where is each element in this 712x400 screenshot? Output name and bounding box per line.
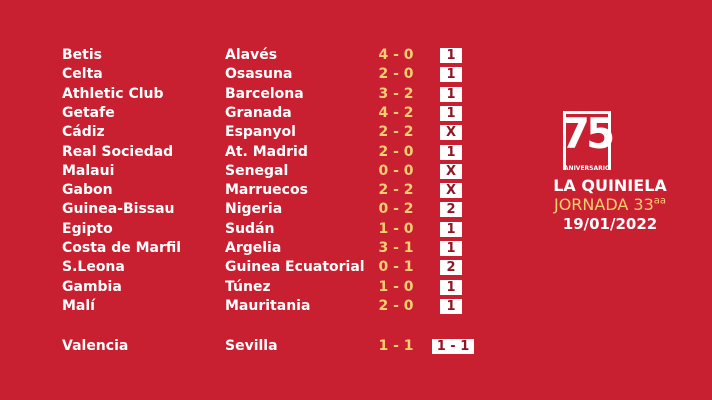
home-team: Celta [62, 66, 103, 83]
result-sign: 1 [440, 144, 462, 160]
match-score: 1 - 0 [378, 278, 414, 295]
match-row: S.Leona Guinea Ecuatorial 0 - 1 2 [0, 258, 520, 277]
home-team: Gabon [62, 182, 113, 199]
jornada-text: JORNADA 33 [553, 195, 654, 214]
anniversary-logo-subtitle: ANIVERSARIO [563, 165, 611, 172]
away-team: Sudán [225, 220, 275, 237]
match-score: 2 - 0 [378, 66, 414, 83]
away-team: Mauritania [225, 297, 311, 314]
home-team: Malaui [62, 162, 115, 179]
match-score: 3 - 2 [378, 85, 414, 102]
quiniela-title: LA QUINIELA [553, 176, 667, 195]
result-sign: 2 [440, 260, 462, 276]
home-team: Malí [62, 297, 95, 314]
match-row: Guinea-Bissau Nigeria 0 - 2 2 [0, 200, 520, 219]
result-sign: X [440, 125, 462, 141]
match-score: 2 - 2 [378, 124, 414, 141]
match-row: Celta Osasuna 2 - 0 1 [0, 65, 520, 84]
match-row: Athletic Club Barcelona 3 - 2 1 [0, 85, 520, 104]
match-row: Malí Mauritania 2 - 0 1 [0, 297, 520, 316]
result-sign: 2 [440, 202, 462, 218]
home-team: Real Sociedad [62, 143, 174, 160]
away-team: At. Madrid [225, 143, 308, 160]
result-sign: 1 [440, 279, 462, 295]
anniversary-logo-number: 75 [560, 109, 615, 158]
home-team: Cádiz [62, 124, 105, 141]
away-team: Nigeria [225, 201, 283, 218]
home-team: Getafe [62, 104, 115, 121]
result-sign: 1 [440, 105, 462, 121]
home-team: Egipto [62, 220, 113, 237]
match-score: 0 - 1 [378, 259, 414, 276]
match-row: Gambia Túnez 1 - 0 1 [0, 278, 520, 297]
match-row: Malaui Senegal 0 - 0 X [0, 162, 520, 181]
away-team: Alavés [225, 47, 278, 63]
home-team: Betis [62, 47, 102, 63]
home-team: Athletic Club [62, 85, 164, 102]
home-team: Costa de Marfil [62, 240, 182, 256]
away-team: Barcelona [225, 85, 304, 102]
date: 19/01/2022 [562, 215, 658, 233]
result-sign: 1 [440, 221, 462, 237]
home-team: Guinea-Bissau [62, 201, 175, 218]
match-score: 4 - 0 [378, 47, 414, 63]
result-sign: 1 - 1 [432, 339, 474, 354]
match-row: Getafe Granada 4 - 2 1 [0, 104, 520, 123]
match-row: Real Sociedad At. Madrid 2 - 0 1 [0, 143, 520, 162]
jornada-suffix: aa [653, 195, 667, 207]
match-row: Gabon Marruecos 2 - 2 X [0, 181, 520, 200]
home-team: S.Leona [62, 259, 125, 276]
away-team: Senegal [225, 162, 289, 179]
match-score: 1 - 0 [378, 220, 414, 237]
result-sign: 1 [440, 298, 462, 314]
match-score: 4 - 2 [378, 104, 414, 121]
match-row: Costa de Marfil Argelia 3 - 1 1 [0, 239, 520, 258]
result-sign: 1 [440, 48, 462, 63]
away-team: Sevilla [225, 338, 278, 354]
away-team: Túnez [225, 278, 271, 295]
away-team: Espanyol [225, 124, 296, 141]
away-team: Argelia [225, 240, 282, 256]
home-team: Gambia [62, 278, 122, 295]
result-sign: 1 [440, 241, 462, 256]
match-row: Cádiz Espanyol 2 - 2 X [0, 123, 520, 142]
match-score: 3 - 1 [378, 240, 414, 256]
match-score: 2 - 2 [378, 182, 414, 199]
result-sign: 1 [440, 67, 462, 83]
anniversary-logo-frame [563, 111, 611, 170]
match-row: Betis Alavés 4 - 0 1 [0, 46, 520, 65]
away-team: Granada [225, 104, 292, 121]
result-sign: X [440, 183, 462, 199]
away-team: Osasuna [225, 66, 293, 83]
match-score: 2 - 0 [378, 297, 414, 314]
match-score: 0 - 0 [378, 162, 414, 179]
away-team: Marruecos [225, 182, 308, 199]
jornada-label: JORNADA 33aa [520, 195, 700, 214]
match-score: 0 - 2 [378, 201, 414, 218]
away-team: Guinea Ecuatorial [225, 259, 365, 276]
match-row: Egipto Sudán 1 - 0 1 [0, 220, 520, 239]
match-row: Valencia Sevilla 1 - 1 1 - 1 [0, 337, 520, 356]
match-score: 1 - 1 [378, 338, 414, 354]
match-score: 2 - 0 [378, 143, 414, 160]
home-team: Valencia [62, 338, 129, 354]
result-sign: X [440, 163, 462, 179]
result-sign: 1 [440, 86, 462, 102]
